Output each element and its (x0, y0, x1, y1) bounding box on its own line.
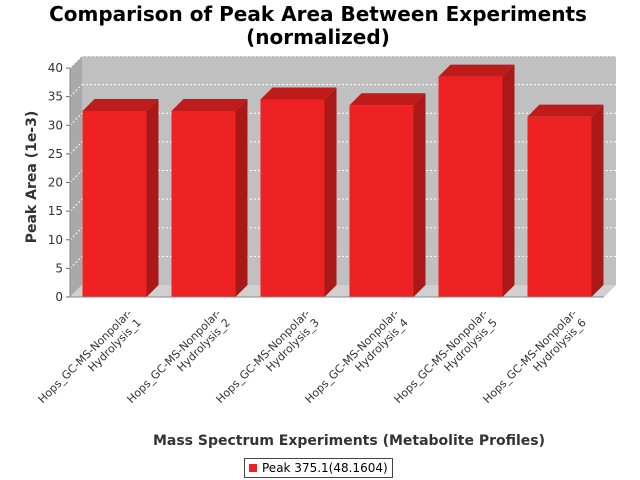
bar-side (324, 87, 337, 297)
y-tick-label: 40 (48, 61, 63, 75)
y-tick-label: 0 (55, 290, 63, 304)
gridline-side (69, 198, 83, 212)
y-tick-label: 30 (48, 118, 63, 132)
bar-top (349, 93, 426, 106)
bar (171, 98, 248, 297)
bar (438, 64, 515, 298)
y-tick-label: 25 (48, 147, 63, 161)
x-axis-title: Mass Spectrum Experiments (Metabolite Pr… (153, 433, 545, 449)
bar-front (527, 116, 592, 297)
bar (260, 87, 337, 297)
chart-title-line-2: (normalized) (246, 25, 390, 49)
bar-side (235, 98, 248, 297)
gridline-side (69, 170, 83, 183)
y-tick-label: 15 (48, 204, 63, 218)
bar-side (502, 64, 515, 298)
bar-top (82, 98, 159, 111)
legend-label: Peak 375.1(48.1604) (262, 461, 388, 475)
bar-side (413, 93, 426, 298)
bar-front (438, 76, 503, 298)
bar-side (146, 98, 159, 297)
bar-top (527, 104, 604, 117)
y-axis-title: Peak Area (1e-3) (24, 111, 40, 244)
bars (82, 64, 604, 298)
y-tick-label: 35 (48, 90, 63, 104)
gridline-side (69, 55, 83, 69)
bar-top (171, 98, 248, 111)
y-tick-label: 10 (48, 233, 63, 247)
bar-top (438, 64, 515, 77)
gridline-side (69, 141, 83, 155)
bar-top (260, 87, 337, 100)
bar-front (82, 110, 147, 297)
gridline-side (69, 84, 83, 97)
bar-front (349, 105, 414, 298)
bar (82, 98, 159, 297)
bar-front (260, 99, 325, 297)
x-tick-label-line: Hops_GC-MS-Nonpolar- (36, 307, 135, 406)
x-axis: Hops_GC-MS-Nonpolar-Hydrolysis_1Hops_GC-… (36, 296, 604, 406)
gridline-side (69, 227, 83, 241)
y-axis: 0 5 10 15 20 25 30 35 40 (48, 55, 616, 304)
legend-swatch (249, 464, 257, 472)
bar-side (591, 104, 604, 297)
gridline-side (69, 256, 83, 269)
y-tick-label: 5 (55, 261, 63, 275)
bar (349, 93, 426, 298)
bar-front (171, 110, 236, 297)
y-tick-label: 20 (48, 176, 63, 190)
legend: Peak 375.1(48.1604) (244, 458, 393, 478)
bar (527, 104, 604, 297)
gridline-side (69, 112, 83, 126)
chart-title-line-1: Comparison of Peak Area Between Experime… (49, 2, 587, 26)
